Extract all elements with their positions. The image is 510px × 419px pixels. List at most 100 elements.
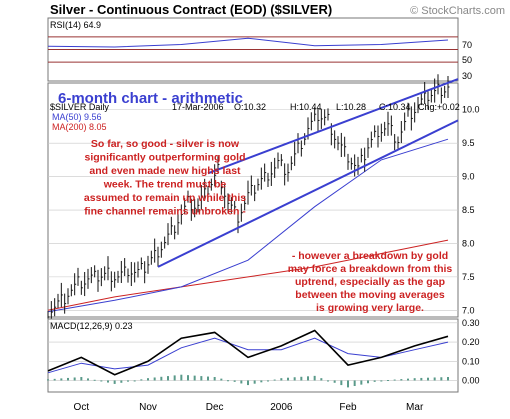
macd-hist-bar	[367, 380, 369, 384]
macd-hist-bar	[347, 380, 349, 388]
macd-hist-bar	[300, 376, 303, 381]
macd-hist-bar	[267, 380, 269, 382]
x-axis-label: Oct	[74, 402, 90, 413]
macd-hist-bar	[107, 380, 109, 383]
annotation-bottom-line: is growing very large.	[316, 302, 424, 314]
macd-hist-bar	[433, 377, 436, 381]
macd-hist-bar	[73, 377, 76, 381]
macd-hist-bar	[420, 377, 423, 381]
macd-hist-bar	[100, 380, 103, 382]
macd-hist-bar	[113, 380, 116, 384]
macd-hist-bar	[60, 378, 63, 381]
macd-hist-bar	[293, 377, 296, 381]
macd-hist-bar	[440, 377, 443, 381]
macd-hist-bar	[153, 377, 156, 381]
macd-hist-bar	[447, 377, 449, 381]
macd-hist-bar	[140, 379, 143, 381]
macd-hist-bar	[313, 375, 316, 381]
watermark: © StockCharts.com	[410, 5, 505, 17]
x-axis-label: Mar	[406, 402, 424, 413]
date-label: 17-Mar-2006	[172, 102, 224, 112]
macd-tick-label: 0.10	[462, 356, 480, 366]
macd-hist-bar	[393, 379, 396, 381]
rsi-tick-50: 50	[462, 55, 472, 65]
annotation-top-line: So far, so good - silver is now	[91, 138, 240, 150]
macd-hist-bar	[280, 378, 283, 381]
price-panel	[47, 82, 459, 318]
macd-hist-bar	[133, 380, 136, 382]
x-axis-label: Nov	[139, 402, 157, 413]
price-tick-label: 7.5	[462, 272, 475, 282]
x-axis-label: 2006	[270, 402, 293, 413]
macd-hist-bar	[387, 380, 389, 382]
chart-title: Silver - Continuous Contract (EOD) ($SIL…	[50, 2, 332, 17]
price-tick-label: 10.0	[462, 105, 480, 115]
x-axis-label: Feb	[339, 402, 357, 413]
open-label: O:10.32	[234, 102, 266, 112]
annotation-bottom-line: uptrend, especially as the gap	[295, 276, 445, 288]
annotation-bottom-line: between the moving averages	[295, 289, 445, 301]
annotation-bottom-line: - however a breakdown by gold	[292, 250, 448, 262]
macd-hist-bar	[120, 380, 123, 383]
macd-hist-bar	[247, 380, 249, 386]
annotation-top: So far, so good - silver is now significa…	[84, 138, 246, 218]
macd-tick-label: 0.30	[462, 318, 480, 328]
rsi-label: RSI(14) 64.9	[50, 20, 101, 30]
price-tick-label: 8.5	[462, 205, 475, 215]
macd-hist-bar	[187, 375, 189, 381]
channel-lower-line	[157, 119, 459, 268]
macd-hist-bar	[167, 376, 169, 381]
macd-tick-label: 0.20	[462, 337, 480, 347]
macd-hist-bar	[233, 380, 236, 382]
macd-hist-bar	[87, 378, 89, 381]
macd-hist-bar	[273, 379, 276, 381]
ma50-line	[47, 138, 449, 313]
macd-hist-bar	[193, 375, 196, 381]
macd-hist-bar	[413, 378, 416, 381]
macd-hist-bar	[213, 377, 216, 381]
macd-hist-bar	[360, 380, 363, 385]
change-label: Chg:+0.02	[418, 102, 460, 112]
macd-hist-bar	[53, 378, 56, 381]
low-label: L:10.28	[336, 102, 366, 112]
macd-hist-bar	[260, 380, 263, 383]
price-tick-label: 9.0	[462, 172, 475, 182]
channel-upper-line	[207, 78, 459, 175]
close-label: C:10.34	[379, 102, 411, 112]
macd-hist-bar	[353, 380, 356, 387]
macd-hist-bar	[147, 378, 149, 381]
rsi-tick-70: 70	[462, 40, 472, 50]
price-tick-label: 8.0	[462, 238, 475, 248]
macd-hist-bar	[67, 377, 69, 381]
ma200-line	[47, 239, 449, 311]
macd-hist-bar	[93, 379, 96, 381]
price-tick-label: 7.0	[462, 305, 475, 315]
macd-line	[47, 329, 449, 376]
price-tick-label: 9.5	[462, 138, 475, 148]
annotation-top-line: fine channel remains unbroken -	[84, 206, 246, 218]
macd-hist-bar	[407, 378, 409, 381]
macd-tick-label: 0.00	[462, 375, 480, 385]
annotation-top-line: and even made new highs last	[89, 165, 241, 177]
macd-hist-bar	[340, 380, 343, 386]
macd-hist-bar	[287, 377, 289, 381]
annotation-top-line: assumed to remain up while this	[84, 192, 246, 204]
macd-hist-bar	[173, 375, 176, 381]
macd-hist-bar	[400, 379, 403, 381]
ma200-legend: MA(200) 8.05	[52, 122, 107, 132]
macd-hist-bar	[320, 378, 323, 381]
macd-hist-bar	[180, 374, 183, 381]
chart-subtitle: 6-month chart - arithmetic	[58, 90, 243, 107]
macd-hist-bar	[47, 379, 49, 381]
macd-hist-bar	[253, 380, 256, 384]
macd-hist-bar	[220, 378, 223, 381]
annotation-top-line: week. The trend must be	[103, 179, 227, 191]
macd-hist-bar	[80, 377, 83, 381]
symbol-label: $SILVER Daily	[50, 102, 109, 112]
macd-hist-bar	[333, 380, 336, 383]
annotation-top-line: significantly outperforming gold	[85, 152, 246, 164]
high-label: H:10.44	[290, 102, 322, 112]
macd-hist-bar	[227, 380, 229, 382]
